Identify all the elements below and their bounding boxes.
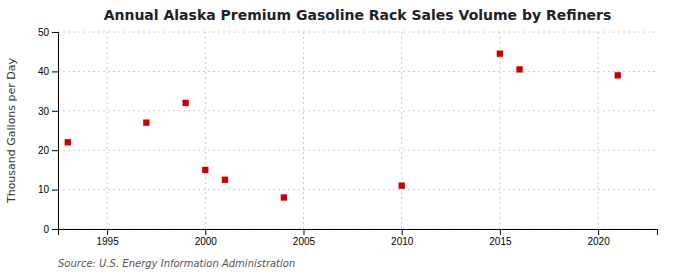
x-tick-label: 2010 <box>391 236 414 247</box>
y-tick-label: 20 <box>38 145 50 156</box>
y-grid-line <box>58 71 657 72</box>
point <box>497 51 503 57</box>
y-tick-label: 50 <box>38 27 50 38</box>
x-tick: 2015 <box>489 229 512 247</box>
x-tick-mark <box>500 229 501 235</box>
x-grid-line <box>107 32 108 229</box>
x-axis-line <box>59 230 658 236</box>
y-tick-mark <box>52 190 58 191</box>
x-tick-label: 2005 <box>293 236 316 247</box>
y-tick-mark <box>52 229 58 230</box>
y-grid-line <box>58 110 657 111</box>
x-axis: 1995 2000 2005 2010 2015 2020 <box>59 229 658 247</box>
y-tick: 0 <box>43 224 58 235</box>
y-tick-mark <box>52 150 58 151</box>
point <box>516 66 522 72</box>
y-tick: 10 <box>38 184 58 195</box>
y-tick-label: 40 <box>38 66 50 77</box>
x-tick-label: 2020 <box>587 236 610 247</box>
x-grid-line <box>303 32 304 229</box>
x-tick-mark <box>205 229 206 235</box>
point <box>65 139 71 145</box>
x-grid-line <box>598 32 599 229</box>
y-axis-line <box>52 33 59 230</box>
x-tick-label: 1995 <box>96 236 119 247</box>
x-grid-line <box>499 32 500 229</box>
plot-area: 1995 2000 2005 2010 2015 2020 0 10 20 30 40 50 <box>38 27 658 247</box>
y-tick-label: 30 <box>38 106 50 117</box>
x-tick: 2000 <box>195 229 218 247</box>
y-tick: 40 <box>38 66 58 77</box>
point <box>399 182 405 188</box>
source-note: Source: U.S. Energy Information Administ… <box>58 258 295 269</box>
x-grid-line <box>401 32 402 229</box>
y-tick-label: 0 <box>43 224 49 235</box>
y-tick-mark <box>52 71 58 72</box>
y-tick: 30 <box>38 106 58 117</box>
y-grid-line <box>58 150 657 151</box>
point <box>281 194 287 200</box>
y-axis-title: Thousand Gallons per Day <box>5 57 18 204</box>
points <box>65 51 621 201</box>
y-axis: 0 10 20 30 40 50 <box>38 27 59 235</box>
x-tick-mark <box>303 229 304 235</box>
chart: 1995 2000 2005 2010 2015 2020 0 10 20 30 40 50 Annua… <box>0 0 675 275</box>
x-tick: 2010 <box>391 229 414 247</box>
title: Annual Alaska Premium Gasoline Rack Sale… <box>104 7 612 23</box>
y-grid-line <box>58 32 657 33</box>
y-tick-label: 10 <box>38 184 50 195</box>
x-tick: 1995 <box>96 229 119 247</box>
point <box>615 72 621 78</box>
point <box>182 100 188 106</box>
y-grid-line <box>58 189 657 190</box>
point <box>222 177 228 183</box>
y-tick-mark <box>52 111 58 112</box>
point <box>202 167 208 173</box>
x-tick-label: 2015 <box>489 236 512 247</box>
x-tick-label: 2000 <box>195 236 218 247</box>
y-tick: 20 <box>38 145 58 156</box>
y-tick: 50 <box>38 27 58 38</box>
x-tick-mark <box>598 229 599 235</box>
point <box>143 119 149 125</box>
y-tick-mark <box>52 32 58 33</box>
x-tick: 2020 <box>587 229 610 247</box>
grid <box>58 32 657 229</box>
x-tick: 2005 <box>293 229 316 247</box>
x-tick-mark <box>107 229 108 235</box>
x-grid-line <box>205 32 206 229</box>
x-tick-mark <box>402 229 403 235</box>
